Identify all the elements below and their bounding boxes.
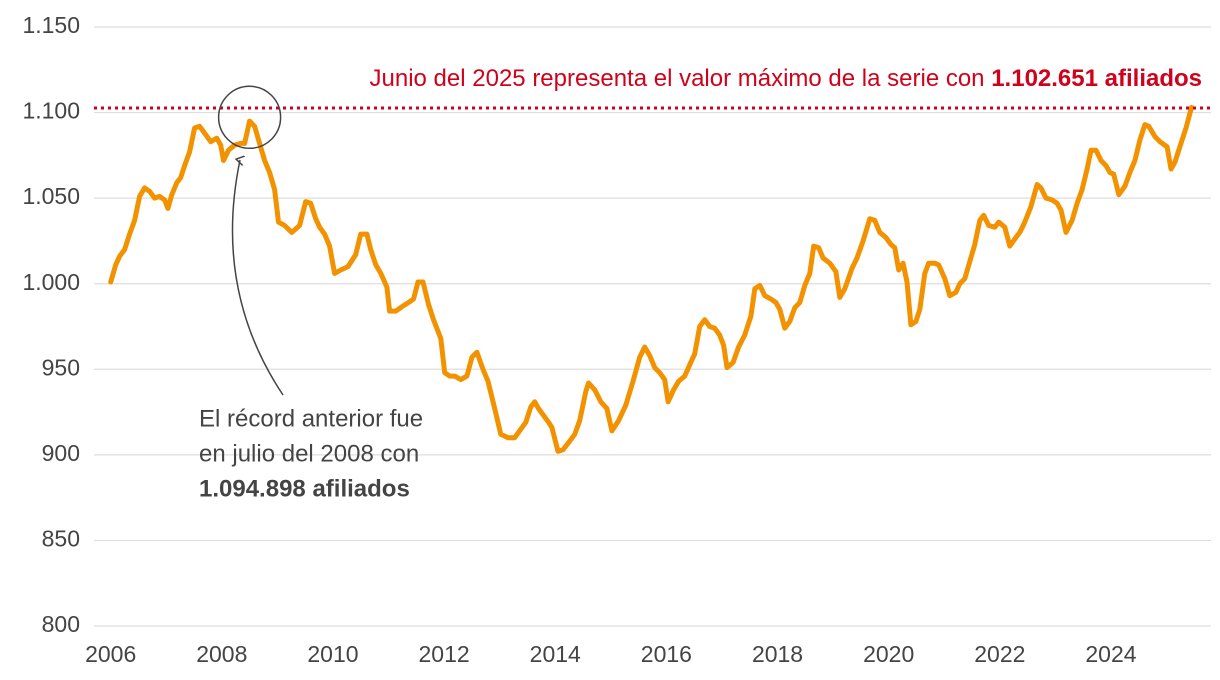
x-tick-label: 2006 [85,641,136,667]
y-tick-label: 900 [42,440,80,466]
x-tick-label: 2018 [752,641,803,667]
record-annotation: El récord anterior fue [199,405,423,432]
y-tick-label: 1.150 [22,12,80,38]
x-tick-label: 2020 [863,641,914,667]
x-tick-label: 2012 [419,641,470,667]
annotation-bold: 1.102.651 afiliados [991,65,1202,92]
reference-annotation: Junio del 2025 representa el valor máxim… [370,65,1202,92]
y-tick-label: 850 [42,526,80,552]
y-tick-label: 1.050 [22,183,80,209]
annotation-arrow [231,160,284,396]
x-tick-label: 2010 [307,641,358,667]
y-tick-label: 1.100 [22,98,80,124]
y-tick-label: 1.000 [22,269,80,295]
record-annotation: 1.094.898 afiliados [199,475,410,502]
y-tick-label: 800 [42,611,80,637]
x-tick-label: 2016 [641,641,692,667]
x-tick-label: 2008 [196,641,247,667]
annotation-text: Junio del 2025 representa el valor máxim… [370,65,985,92]
record-circle [217,85,282,150]
x-tick-label: 2022 [974,641,1025,667]
x-tick-label: 2014 [530,641,581,667]
x-tick-label: 2024 [1085,641,1136,667]
record-annotation: en julio del 2008 con [199,440,419,467]
y-tick-label: 950 [42,354,80,380]
line [108,104,1194,454]
